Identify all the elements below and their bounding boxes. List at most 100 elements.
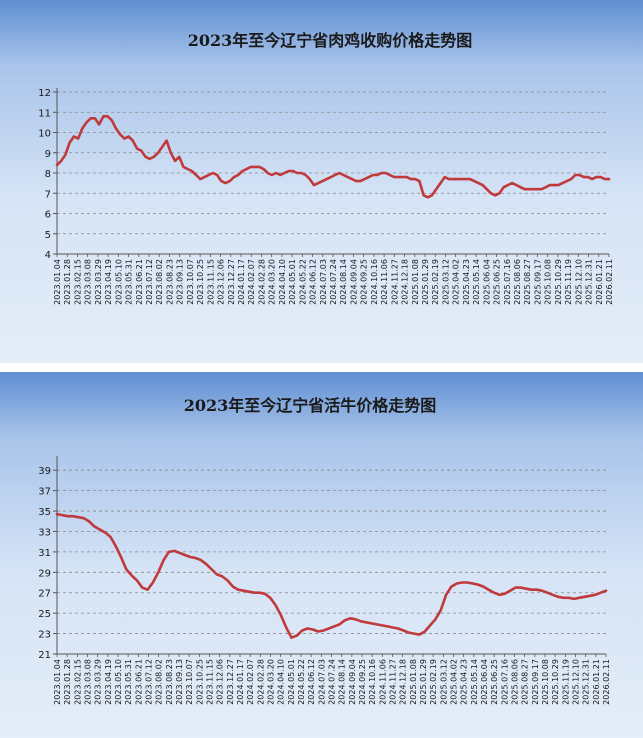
x-tick-label: 2023.12.27 [227, 259, 236, 305]
x-tick-label: 2025.08.27 [523, 259, 532, 305]
x-tick-label: 2025.06.25 [493, 259, 502, 305]
x-tick-label: 2023.02.15 [73, 659, 82, 705]
y-tick-label: 5 [45, 230, 51, 241]
price-line [55, 512, 608, 640]
y-tick-label: 29 [38, 568, 51, 579]
x-tick-label: 2024.01.17 [236, 659, 245, 705]
x-tick-label: 2024.01.17 [237, 259, 246, 305]
x-tick-label: 2023.03.29 [94, 659, 103, 705]
y-tick-label: 9 [45, 149, 51, 160]
x-tick-label: 2026.02.11 [602, 659, 611, 705]
y-tick-label: 6 [45, 210, 51, 221]
x-tick-label: 2023.05.31 [125, 259, 134, 305]
x-tick-label: 2025.11.19 [564, 259, 573, 305]
x-tick-label: 2025.04.02 [450, 659, 459, 705]
y-tick-label: 8 [45, 169, 51, 180]
x-tick-label: 2025.05.14 [470, 659, 479, 705]
x-tick-label: 2024.10.16 [370, 259, 379, 305]
x-tick-label: 2025.12.31 [585, 259, 594, 305]
x-tick-label: 2024.07.03 [317, 659, 326, 705]
y-axis-ticks: 4 5 6 7 8 9 10 11 12 [38, 88, 51, 261]
chiken-price-panel: 2023年至今辽宁省肉鸡收购价格走势图 4 5 6 7 8 9 10 11 12 2023.01… [0, 0, 643, 363]
x-tick-label: 2025.06.25 [490, 659, 499, 705]
x-tick-label: 2023.08.23 [165, 659, 174, 705]
x-tick-label: 2024.11.06 [380, 259, 389, 305]
x-tick-label: 2023.08.02 [155, 659, 164, 705]
axes [53, 88, 610, 257]
y-tick-label: 27 [38, 589, 51, 600]
x-axis-ticks: 2023.01.04 2023.01.28 2023.02.15 2023.03.08… [53, 259, 614, 305]
x-tick-label: 2024.02.28 [256, 659, 265, 705]
x-tick-label: 2024.02.07 [247, 259, 256, 305]
x-tick-label: 2025.08.06 [511, 659, 520, 705]
x-tick-label: 2025.08.27 [521, 659, 530, 705]
x-tick-label: 2025.01.29 [419, 659, 428, 705]
x-tick-label: 2023.09.13 [175, 659, 184, 705]
price-line [55, 115, 611, 199]
x-tick-label: 2025.10.08 [544, 259, 553, 305]
x-tick-label: 2025.07.16 [500, 659, 509, 705]
chart-title: 2023年至今辽宁省活牛价格走势图 [184, 396, 437, 415]
x-tick-label: 2023.12.06 [217, 259, 226, 305]
x-tick-label: 2024.05.22 [298, 259, 307, 305]
x-tick-label: 2025.03.12 [439, 659, 448, 705]
x-tick-label: 2025.08.06 [513, 259, 522, 305]
x-tick-label: 2024.12.18 [399, 659, 408, 705]
x-tick-label: 2023.02.15 [73, 259, 82, 305]
x-tick-label: 2023.11.15 [206, 259, 215, 305]
y-tick-label: 21 [38, 650, 51, 661]
x-tick-label: 2024.02.28 [257, 259, 266, 305]
x-tick-label: 2024.07.03 [319, 259, 328, 305]
x-tick-label: 2024.08.14 [338, 659, 347, 705]
x-tick-label: 2023.10.07 [185, 659, 194, 705]
x-tick-label: 2024.11.06 [378, 659, 387, 705]
x-tick-label: 2024.07.24 [329, 259, 338, 305]
x-tick-label: 2023.03.08 [84, 659, 93, 705]
x-tick-label: 2024.08.14 [339, 259, 348, 305]
x-tick-label: 2024.12.18 [401, 259, 410, 305]
x-tick-label: 2024.09.04 [349, 259, 358, 305]
x-tick-label: 2023.01.04 [53, 259, 62, 305]
x-tick-label: 2024.03.20 [267, 659, 276, 705]
y-tick-label: 11 [38, 108, 51, 119]
y-axis-ticks: 21 23 25 27 29 31 33 35 37 39 [38, 466, 51, 661]
x-tick-label: 2025.12.10 [572, 659, 581, 705]
x-tick-label: 2025.10.08 [541, 659, 550, 705]
x-tick-label: 2025.04.23 [462, 259, 471, 305]
x-tick-label: 2024.03.20 [268, 259, 277, 305]
series-line [55, 115, 611, 199]
x-tick-label: 2025.06.04 [482, 259, 491, 305]
y-tick-label: 33 [38, 527, 51, 538]
y-tick-label: 35 [38, 507, 51, 518]
x-tick-label: 2025.02.19 [429, 659, 438, 705]
x-tick-label: 2025.09.17 [533, 259, 542, 305]
y-tick-label: 7 [45, 189, 51, 200]
x-tick-label: 2023.08.23 [165, 259, 174, 305]
x-tick-label: 2023.03.29 [94, 259, 103, 305]
x-tick-label: 2026.01.21 [592, 659, 601, 705]
axes [53, 456, 607, 657]
cattle-price-chart: 2023年至今辽宁省活牛价格走势图 21 23 25 27 29 31 33 35 37 39 2… [38, 396, 611, 705]
x-tick-label: 2025.07.16 [503, 259, 512, 305]
x-tick-label: 2026.01.21 [595, 259, 604, 305]
chicken-price-chart: 2023年至今辽宁省肉鸡收购价格走势图 4 5 6 7 8 9 10 11 12 2023.01… [38, 31, 614, 305]
x-tick-label: 2024.06.12 [309, 259, 318, 305]
chart-title: 2023年至今辽宁省肉鸡收购价格走势图 [188, 31, 473, 50]
x-tick-label: 2025.11.19 [561, 659, 570, 705]
x-tick-label: 2025.06.04 [480, 659, 489, 705]
x-tick-label: 2025.12.31 [582, 659, 591, 705]
x-tick-label: 2025.04.23 [460, 659, 469, 705]
x-tick-label: 2023.09.13 [176, 259, 185, 305]
y-tick-label: 31 [38, 548, 51, 559]
panel-separator [0, 363, 643, 372]
x-tick-label: 2023.07.12 [145, 259, 154, 305]
x-tick-label: 2024.05.01 [287, 659, 296, 705]
x-tick-label: 2023.05.31 [124, 659, 133, 705]
y-tick-label: 25 [38, 609, 51, 620]
x-tick-label: 2024.09.04 [348, 659, 357, 705]
x-tick-label: 2024.11.27 [390, 259, 399, 305]
x-tick-label: 2024.11.27 [389, 659, 398, 705]
x-tick-label: 2025.01.08 [409, 659, 418, 705]
x-tick-label: 2023.06.21 [135, 259, 144, 305]
x-tick-label: 2025.01.08 [411, 259, 420, 305]
